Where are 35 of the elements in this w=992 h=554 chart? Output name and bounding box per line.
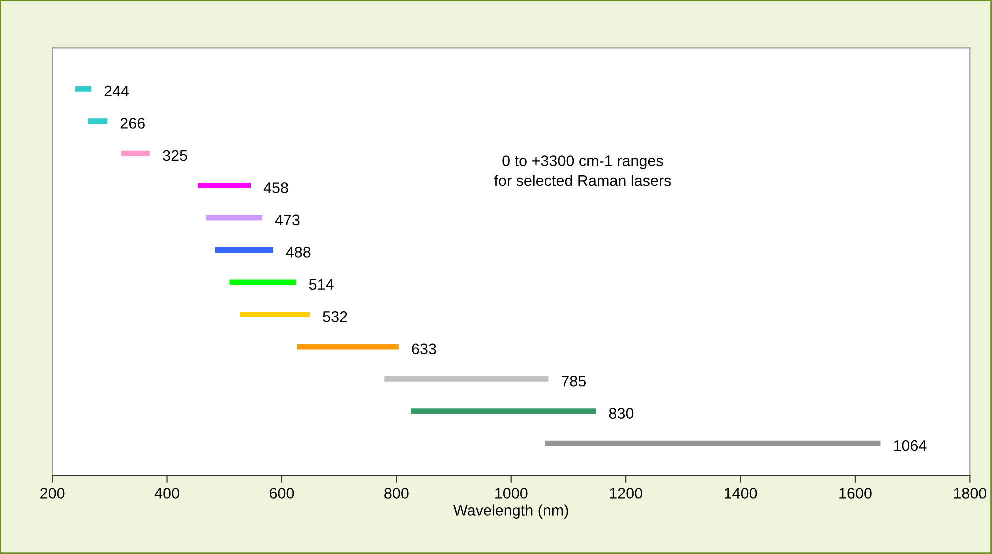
x-tick-label: 800 [384,488,409,499]
bar [206,215,262,221]
y-tick-label: 532 [323,311,348,322]
bar [198,183,252,189]
bar [545,440,881,446]
bar [297,344,399,350]
x-tick-label: 1400 [724,488,758,499]
x-tick-label: 1800 [954,488,987,499]
y-tick-label: 633 [412,344,436,355]
bar [230,280,296,286]
x-tick-label: 200 [40,488,65,499]
y-tick-label: 785 [562,376,586,387]
x-tick-label: 1600 [840,488,872,499]
bar [88,118,108,124]
x-tick-label: 600 [270,488,294,499]
y-tick-label: 514 [309,279,334,290]
annotation: 0 to +3300 cm-1 ranges for selected Raman lasers [494,156,672,186]
y-tick-label: 244 [104,86,130,97]
x-tick-label: 1000 [496,488,528,499]
y-tick-label: 325 [163,150,188,162]
y-tick-label: 488 [286,247,311,258]
bar [384,376,549,382]
bar [76,86,92,92]
bar [240,312,310,318]
bar [411,408,596,414]
y-tick-label: 266 [120,118,145,129]
y-tick-label: 473 [275,214,300,226]
x-tick-label: 1200 [610,488,642,499]
y-tick-label: 458 [264,182,288,194]
y-tick-label: 830 [609,408,634,419]
y-tick-label: 1064 [894,440,927,452]
bar [121,150,150,156]
bar [215,248,274,254]
x-tick-label: 400 [154,488,180,499]
x-axis-title: Wavelength (nm) [454,504,568,519]
